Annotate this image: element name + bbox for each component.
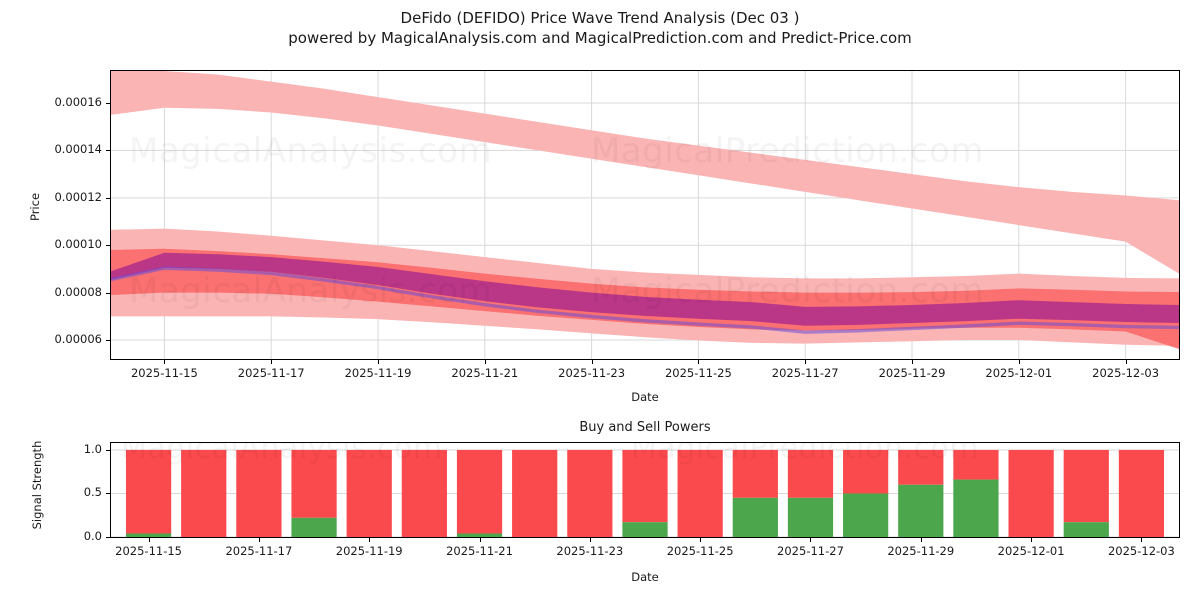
- page-title: DeFido (DEFIDO) Price Wave Trend Analysi…: [400, 9, 800, 27]
- price-x-tickmark: [698, 360, 700, 364]
- price-x-tickmark: [164, 360, 166, 364]
- price-x-tickmark: [378, 360, 379, 364]
- signal-x-tick: 2025-11-15: [115, 544, 182, 558]
- signal-x-tick: 2025-12-01: [997, 544, 1065, 558]
- signal-x-tick: 2025-11-19: [335, 544, 403, 558]
- signal-y-tickmark: [106, 449, 110, 451]
- signal-x-tick: 2025-11-25: [666, 544, 734, 558]
- signal-y-tick: 0.5: [83, 485, 102, 500]
- signal-x-tickmark: [810, 538, 812, 542]
- price-y-tickmark: [106, 197, 110, 199]
- buy-sell-bars-svg: [111, 449, 1179, 537]
- signal-y-tick: 1.0: [83, 441, 102, 456]
- signal-x-tick: 2025-11-17: [225, 544, 293, 558]
- chart-title-block: DeFido (DEFIDO) Price Wave Trend Analysi…: [0, 8, 1200, 48]
- signal-x-tickmark: [369, 538, 371, 542]
- price-x-tickmark: [271, 360, 273, 364]
- price-y-tick: 0.00010: [54, 237, 102, 252]
- signal-x-axis-label: Date: [631, 570, 659, 584]
- price-x-tick: 2025-12-03: [1092, 366, 1160, 380]
- price-x-tickmark: [912, 360, 913, 364]
- signal-x-tick: 2025-12-03: [1107, 544, 1175, 558]
- buy-sell-powers-plot-area[interactable]: MagicalAnalysis.com MagicalPrediction.co…: [110, 442, 1180, 538]
- price-x-axis-label: Date: [631, 390, 659, 404]
- price-y-tick: 0.00016: [54, 95, 102, 109]
- price-x-tick: 2025-11-17: [237, 366, 305, 380]
- price-y-axis-label: Price: [28, 192, 42, 222]
- price-x-tick: 2025-11-27: [771, 366, 839, 380]
- signal-x-tick: 2025-11-23: [556, 544, 624, 558]
- price-y-tickmark: [106, 340, 110, 342]
- price-y-tickmark: [106, 150, 110, 152]
- price-x-tickmark: [805, 360, 807, 364]
- signal-x-tickmark: [1141, 538, 1143, 542]
- signal-x-tickmark: [700, 538, 702, 542]
- price-x-tick: 2025-11-23: [558, 366, 626, 380]
- price-x-tickmark: [1125, 360, 1127, 364]
- price-wave-plot-area[interactable]: MagicalAnalysis.com MagicalPrediction.co…: [110, 70, 1180, 360]
- price-y-tickmark: [106, 103, 110, 104]
- price-y-tick: 0.00008: [54, 284, 102, 299]
- price-x-tick: 2025-11-15: [130, 366, 198, 380]
- price-y-tick: 0.00014: [54, 142, 102, 157]
- signal-x-tickmark: [479, 538, 481, 542]
- price-x-tick: 2025-11-29: [878, 366, 946, 380]
- signal-x-tick: 2025-11-27: [777, 544, 844, 558]
- price-x-tickmark: [484, 360, 486, 364]
- price-y-tick: 0.00012: [54, 189, 102, 204]
- page-subtitle: powered by MagicalAnalysis.com and Magic…: [288, 29, 912, 47]
- price-x-tick: 2025-11-19: [344, 366, 412, 380]
- signal-chart-title: Buy and Sell Powers: [579, 420, 711, 435]
- signal-x-tick: 2025-11-21: [446, 544, 513, 558]
- signal-y-tickmark: [106, 493, 110, 495]
- price-x-tick: 2025-11-25: [664, 366, 732, 380]
- price-wave-svg: [111, 71, 1179, 359]
- price-x-tickmark: [1018, 360, 1020, 364]
- signal-x-tickmark: [589, 538, 591, 542]
- price-y-tick: 0.00006: [54, 332, 102, 347]
- price-y-tickmark: [106, 292, 110, 294]
- price-x-tick: 2025-11-21: [451, 366, 519, 380]
- signal-x-tick: 2025-11-29: [887, 544, 955, 558]
- signal-x-tickmark: [1031, 538, 1033, 542]
- signal-y-tickmark: [106, 537, 110, 538]
- price-y-tickmark: [106, 245, 110, 247]
- price-x-tickmark: [591, 360, 593, 364]
- signal-x-tickmark: [148, 538, 150, 542]
- signal-x-tickmark: [258, 538, 260, 542]
- signal-x-tickmark: [920, 538, 922, 542]
- price-x-tick: 2025-12-01: [985, 366, 1053, 380]
- signal-y-tick: 0.0: [83, 529, 102, 543]
